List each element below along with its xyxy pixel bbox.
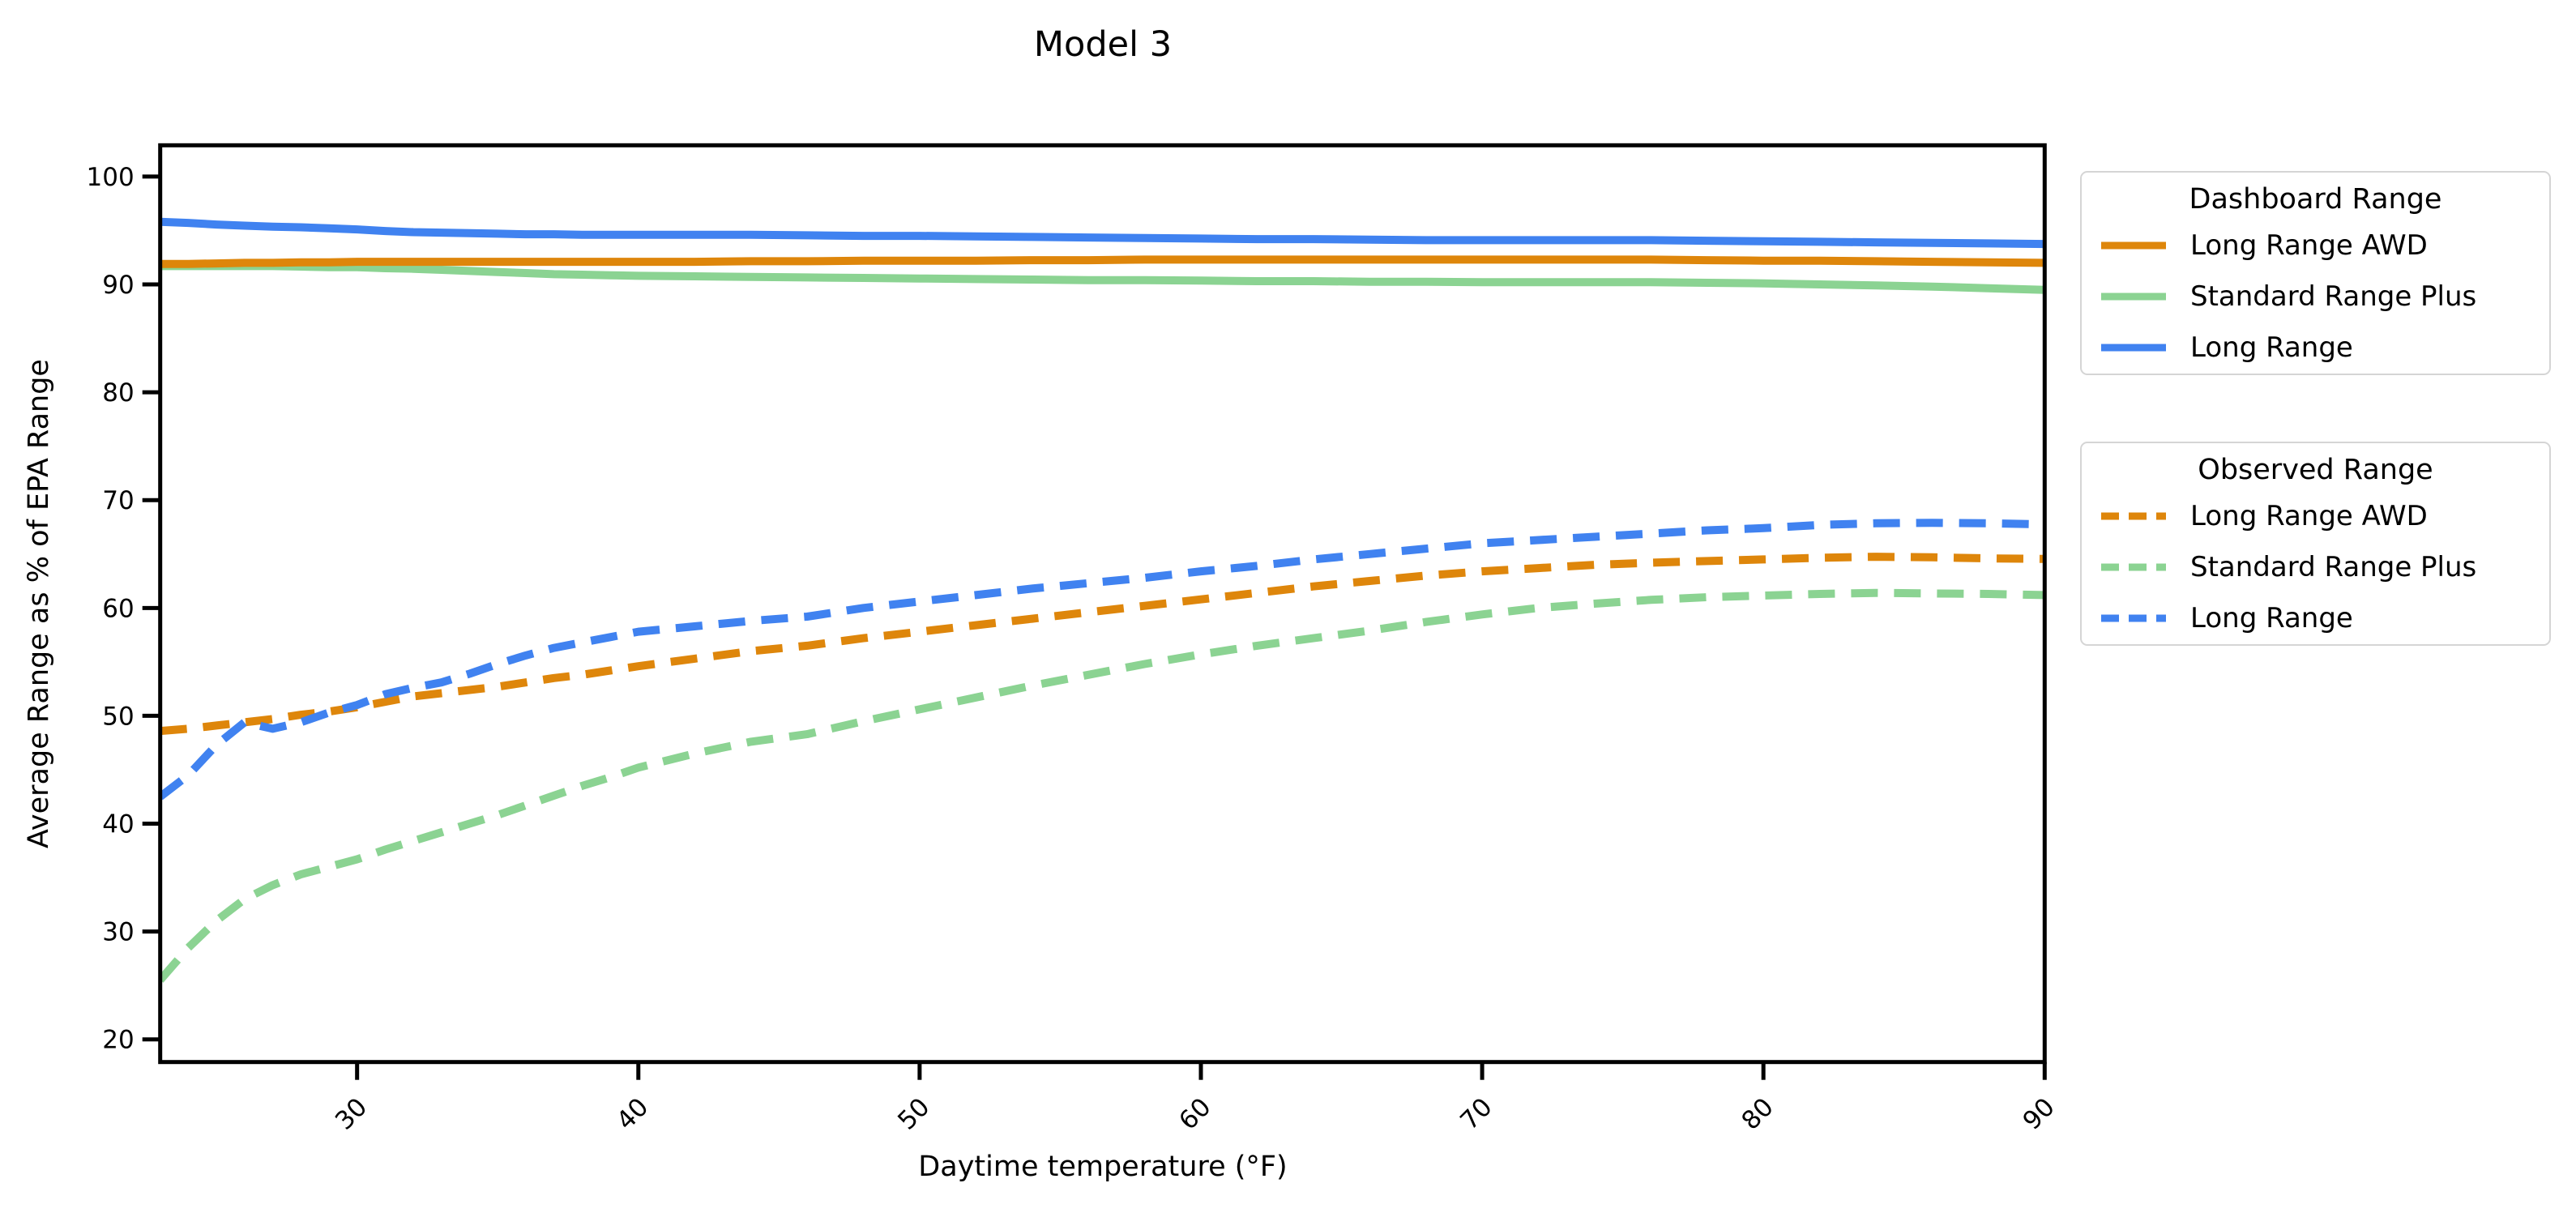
legend-item: Long Range AWD <box>2082 220 2549 271</box>
legend-item: Long Range <box>2082 322 2549 373</box>
legend-observed-range: Observed Range Long Range AWD Standard R… <box>2080 442 2551 646</box>
line-observed-range-long-range <box>160 519 2045 801</box>
legend-item: Long Range AWD <box>2082 490 2549 541</box>
dashed-line-orange-icon <box>2101 512 2166 519</box>
legend-item: Standard Range Plus <box>2082 541 2549 592</box>
y-tick-label: 60 <box>102 594 134 623</box>
solid-line-blue-icon <box>2101 344 2166 351</box>
y-tick-label: 30 <box>102 918 134 947</box>
y-axis-label: Average Range as % of EPA Range <box>23 359 56 848</box>
y-tick-label: 40 <box>102 810 134 839</box>
x-axis-label: Daytime temperature (°F) <box>918 1151 1288 1183</box>
series-lines <box>160 217 2045 983</box>
y-tick-label: 80 <box>102 378 134 408</box>
x-tick-label: 40 <box>611 1092 654 1135</box>
axis-ticks <box>142 174 2047 1080</box>
solid-line-orange-icon <box>2101 241 2166 249</box>
y-tick-label: 100 <box>87 163 135 192</box>
dashed-line-blue-icon <box>2101 614 2166 621</box>
axes-spines <box>158 143 2047 1065</box>
x-tick-label: 80 <box>1736 1092 1779 1135</box>
line-observed-range-long-range-awd <box>160 553 2045 736</box>
x-tick-label: 70 <box>1455 1092 1497 1135</box>
chart-title: Model 3 <box>1033 24 1173 65</box>
line-observed-range-standard-range-plus <box>160 588 2045 983</box>
legend-item: Standard Range Plus <box>2082 271 2549 322</box>
y-tick-label: 70 <box>102 486 134 515</box>
line-dashboard-range-standard-range-plus <box>160 262 2045 294</box>
x-tick-label: 30 <box>330 1092 373 1135</box>
line-dashboard-range-long-range-awd <box>160 255 2045 268</box>
x-tick-label: 50 <box>892 1092 935 1135</box>
x-tick-label: 60 <box>1173 1092 1216 1135</box>
y-tick-label: 90 <box>102 271 134 300</box>
y-tick-label: 20 <box>102 1026 134 1055</box>
tick-labels: 30 40 50 60 70 80 90 20 30 40 50 60 70 80 90 100 <box>87 163 2061 1136</box>
y-tick-label: 50 <box>102 702 134 731</box>
x-tick-label: 90 <box>2018 1092 2061 1135</box>
line-dashboard-range-long-range <box>160 217 2045 249</box>
legend-dashboard-range: Dashboard Range Long Range AWD Standard … <box>2080 171 2551 375</box>
legend-item: Long Range <box>2082 592 2549 643</box>
legend-title: Observed Range <box>2198 454 2433 486</box>
solid-line-green-icon <box>2101 293 2166 300</box>
dashed-line-green-icon <box>2101 563 2166 570</box>
legend-title: Dashboard Range <box>2189 183 2442 216</box>
